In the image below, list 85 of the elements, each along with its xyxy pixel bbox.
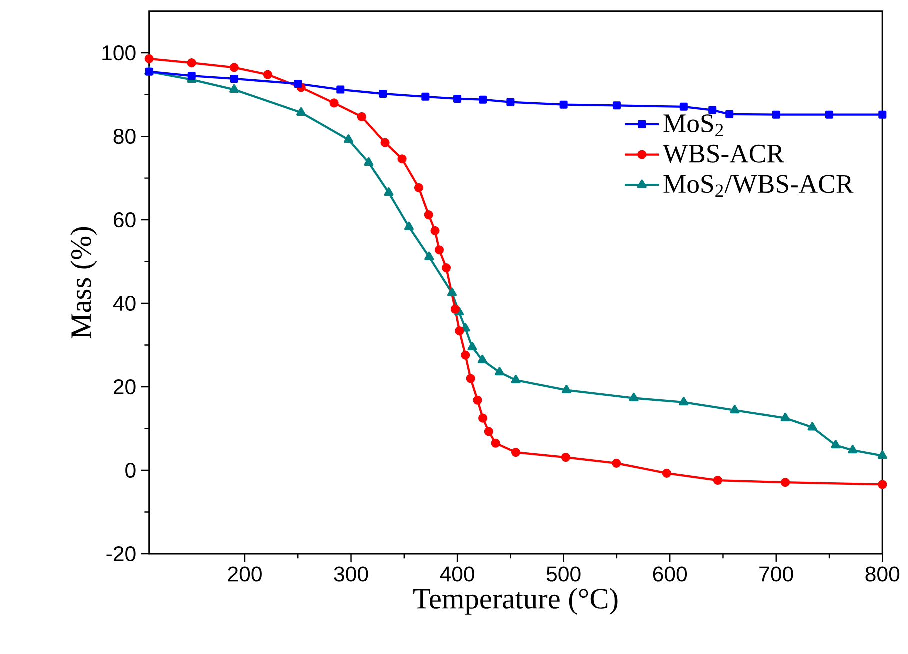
x-axis-title: Temperature (°C) [414,588,618,615]
point [730,405,740,414]
x-tick-label: 600 [653,566,688,582]
point [424,252,434,260]
point [680,102,688,111]
point [473,396,482,405]
point [450,304,460,314]
legend-label: MoS$_{2}$ [664,114,724,136]
point [560,100,568,109]
point [612,458,622,468]
point [187,58,196,68]
y-tick-label: 100 [102,46,136,61]
x-tick-label: 300 [334,566,368,582]
point [447,288,457,296]
point [364,158,374,166]
point [263,70,272,80]
point [612,102,621,110]
point [336,86,345,94]
point [878,480,888,490]
y-tick-label: 60 [114,212,136,228]
point [404,222,414,230]
legend-label: MoS$_{2}$/WBS-ACR [664,175,854,198]
x-tick-label: 800 [866,566,900,582]
point [494,367,504,376]
point [430,226,440,236]
y-tick-label: 80 [114,129,136,144]
point [478,354,488,364]
y-tick-label: 40 [113,296,136,312]
point [434,246,444,255]
point [484,427,494,436]
point [330,98,339,108]
y-tick-label: 0 [126,462,136,478]
point [230,74,238,83]
point [479,96,488,104]
point [379,90,388,98]
point [357,112,366,122]
point [780,478,790,488]
point [831,440,841,449]
point [511,375,521,384]
point [713,476,722,486]
point [878,450,888,460]
point [466,374,476,384]
point [296,107,306,116]
point [772,110,780,119]
point [294,80,302,88]
point [380,138,390,148]
y-tick-label: 20 [114,379,136,395]
y-axis-title: Mass (%) [70,227,98,338]
point [461,350,470,360]
point [561,453,570,462]
x-tick-label: 700 [760,566,794,582]
point [826,110,834,119]
point [780,412,790,422]
point [422,92,430,101]
point [414,183,424,192]
point [679,397,689,406]
point [424,210,434,220]
point [726,110,734,118]
point [468,342,478,351]
point [455,326,464,336]
point [384,188,394,196]
point [442,264,452,273]
point [491,438,500,448]
point [562,385,572,394]
legend-label: WBS-ACR [662,144,784,163]
point [708,106,717,114]
point [454,94,462,103]
point [144,54,154,64]
point [344,134,354,144]
point [478,414,488,423]
x-tick-label: 400 [440,566,474,582]
x-tick-label: 500 [546,566,581,582]
point [848,445,858,454]
point [629,392,639,402]
point [230,63,239,72]
point [506,98,515,106]
point [808,422,818,431]
point [230,84,240,94]
y-tick-label: -20 [106,546,136,562]
point [878,110,887,119]
x-tick-label: 200 [228,566,262,582]
point [188,72,196,80]
point [662,468,672,478]
point [511,448,521,458]
point [398,154,407,164]
